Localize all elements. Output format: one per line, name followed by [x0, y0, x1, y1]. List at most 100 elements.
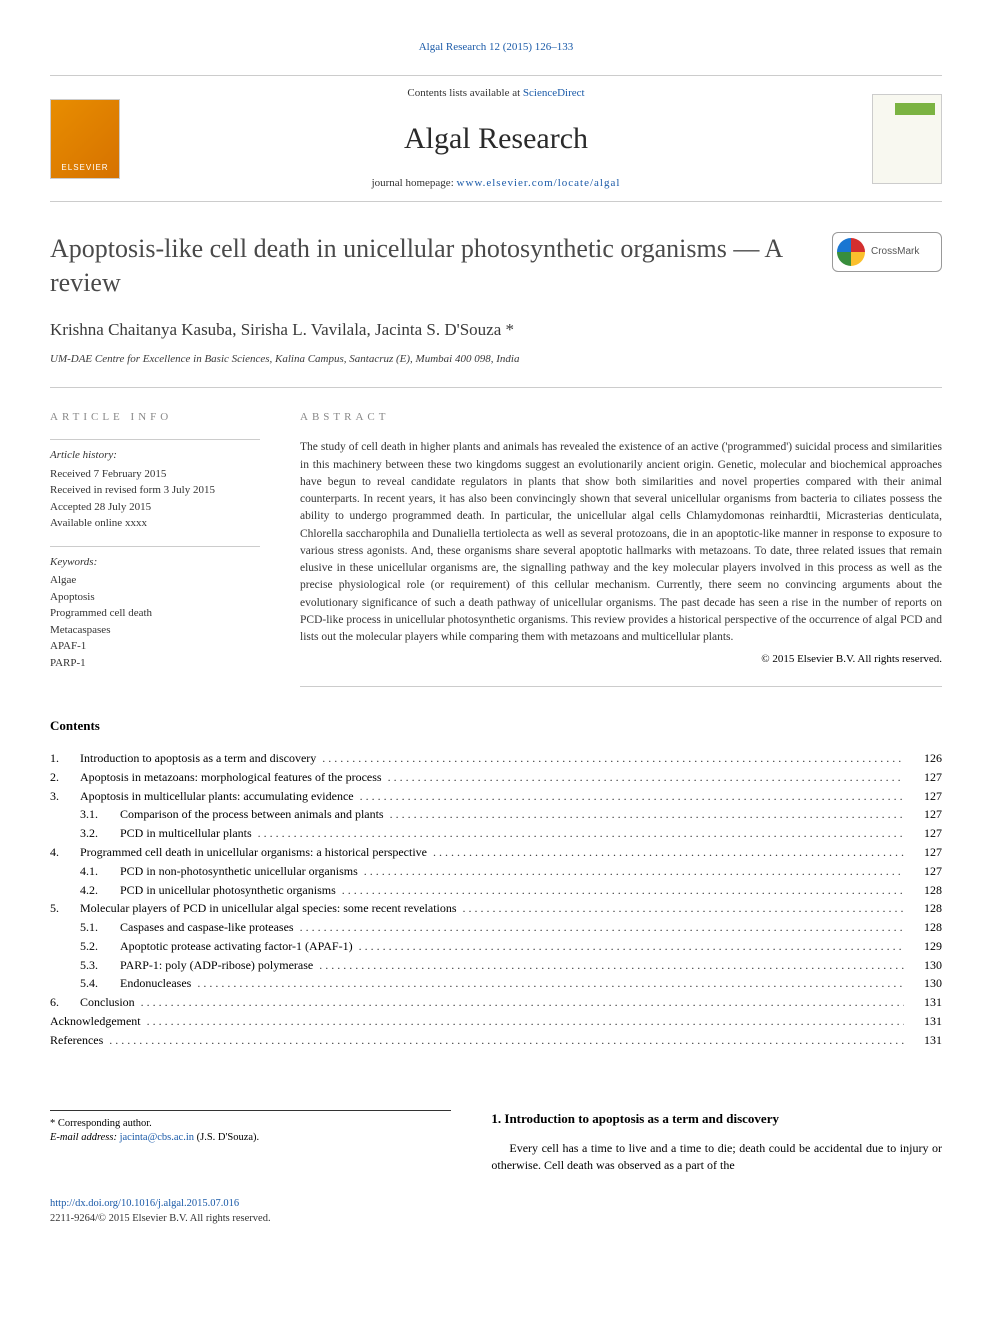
toc-page: 127 [904, 768, 942, 787]
abstract-text: The study of cell death in higher plants… [300, 439, 942, 646]
email-prefix: E-mail address: [50, 1132, 120, 1143]
toc-number: 6. [50, 993, 80, 1012]
homepage-line: journal homepage: www.elsevier.com/locat… [140, 176, 852, 191]
article-title: Apoptosis-like cell death in unicellular… [50, 232, 812, 300]
toc-title: Conclusion [80, 993, 904, 1012]
toc-subnumber: 5.1. [80, 918, 120, 937]
abstract-label: abstract [300, 410, 942, 425]
toc-subnumber: 3.1. [80, 805, 120, 824]
toc-number: 5. [50, 899, 80, 918]
toc-row: 6.Conclusion 131 [50, 993, 942, 1012]
toc-number: 1. [50, 749, 80, 768]
toc-title: Apoptotic protease activating factor-1 (… [120, 937, 904, 956]
citation-header: Algal Research 12 (2015) 126–133 [50, 40, 942, 55]
homepage-link[interactable]: www.elsevier.com/locate/algal [457, 177, 621, 189]
journal-cover-thumbnail [872, 94, 942, 184]
toc-number [50, 862, 80, 881]
keywords-heading: Keywords: [50, 554, 260, 571]
toc-table: 1.Introduction to apoptosis as a term an… [50, 749, 942, 1050]
article-meta: article info Article history: Received 7… [50, 387, 942, 687]
elsevier-logo: ELSEVIER [50, 99, 120, 179]
author-email-link[interactable]: jacinta@cbs.ac.in [120, 1132, 194, 1143]
toc-title: References [50, 1031, 904, 1050]
toc-number [50, 805, 80, 824]
section-1-heading: 1. Introduction to apoptosis as a term a… [491, 1110, 942, 1128]
corresponding-marker: * Corresponding author. [50, 1117, 451, 1132]
toc-number [50, 956, 80, 975]
crossmark-badge[interactable]: CrossMark [832, 232, 942, 272]
toc-number: 4. [50, 843, 80, 862]
crossmark-label: CrossMark [871, 245, 919, 259]
keyword: APAF-1 [50, 638, 260, 655]
toc-row: 1.Introduction to apoptosis as a term an… [50, 749, 942, 768]
toc-subnumber: 5.3. [80, 956, 120, 975]
title-row: Apoptosis-like cell death in unicellular… [50, 232, 942, 318]
toc-title: PCD in non-photosynthetic unicellular or… [120, 862, 904, 881]
revised-date: Received in revised form 3 July 2015 [50, 482, 260, 499]
contents-heading: Contents [50, 717, 942, 735]
toc-page: 127 [904, 824, 942, 843]
toc-subnumber: 4.2. [80, 881, 120, 900]
toc-title: Programmed cell death in unicellular org… [80, 843, 904, 862]
toc-number [50, 974, 80, 993]
toc-row: 4.1.PCD in non-photosynthetic unicellula… [50, 862, 942, 881]
toc-page: 128 [904, 899, 942, 918]
toc-page: 127 [904, 805, 942, 824]
intro-text: Every cell has a time to live and a time… [491, 1140, 942, 1174]
abstract-column: abstract The study of cell death in high… [300, 410, 942, 687]
toc-row: 5.2.Apoptotic protease activating factor… [50, 937, 942, 956]
intro-section: 1. Introduction to apoptosis as a term a… [491, 1110, 942, 1174]
toc-title: PCD in unicellular photosynthetic organi… [120, 881, 904, 900]
toc-subnumber: 5.4. [80, 974, 120, 993]
toc-subnumber: 5.2. [80, 937, 120, 956]
keyword: Programmed cell death [50, 605, 260, 622]
keyword: Algae [50, 572, 260, 589]
keyword: Apoptosis [50, 589, 260, 606]
toc-title: Apoptosis in metazoans: morphological fe… [80, 768, 904, 787]
toc-title: Molecular players of PCD in unicellular … [80, 899, 904, 918]
toc-number [50, 937, 80, 956]
affiliation: UM-DAE Centre for Excellence in Basic Sc… [50, 352, 942, 367]
doi-link[interactable]: http://dx.doi.org/10.1016/j.algal.2015.0… [50, 1198, 239, 1209]
toc-number: 2. [50, 768, 80, 787]
email-suffix: (J.S. D'Souza). [194, 1132, 259, 1143]
toc-page: 128 [904, 881, 942, 900]
toc-title: Acknowledgement [50, 1012, 904, 1031]
footer-links: http://dx.doi.org/10.1016/j.algal.2015.0… [50, 1197, 942, 1226]
toc-title: PCD in multicellular plants [120, 824, 904, 843]
toc-title: Apoptosis in multicellular plants: accum… [80, 787, 904, 806]
toc-page: 127 [904, 787, 942, 806]
header-center: Contents lists available at ScienceDirec… [120, 86, 872, 191]
crossmark-icon [837, 238, 865, 266]
online-date: Available online xxxx [50, 515, 260, 532]
contents-section: Contents 1.Introduction to apoptosis as … [50, 717, 942, 1050]
toc-page: 127 [904, 862, 942, 881]
toc-row: 4.Programmed cell death in unicellular o… [50, 843, 942, 862]
toc-row: 5.1.Caspases and caspase-like proteases … [50, 918, 942, 937]
toc-subnumber: 3.2. [80, 824, 120, 843]
toc-title: PARP-1: poly (ADP-ribose) polymerase [120, 956, 904, 975]
article-info-label: article info [50, 410, 260, 425]
toc-page: 128 [904, 918, 942, 937]
authors: Krishna Chaitanya Kasuba, Sirisha L. Vav… [50, 318, 942, 342]
toc-page: 129 [904, 937, 942, 956]
issn-copyright: 2211-9264/© 2015 Elsevier B.V. All right… [50, 1212, 942, 1227]
toc-page: 131 [904, 1031, 942, 1050]
journal-header: ELSEVIER Contents lists available at Sci… [50, 75, 942, 202]
toc-row: 5.Molecular players of PCD in unicellula… [50, 899, 942, 918]
toc-row: 5.3.PARP-1: poly (ADP-ribose) polymerase… [50, 956, 942, 975]
toc-page: 131 [904, 993, 942, 1012]
toc-number [50, 824, 80, 843]
toc-number [50, 881, 80, 900]
sciencedirect-link[interactable]: ScienceDirect [523, 87, 585, 99]
keyword: Metacaspases [50, 622, 260, 639]
toc-title: Comparison of the process between animal… [120, 805, 904, 824]
bottom-section: * Corresponding author. E-mail address: … [50, 1110, 942, 1174]
homepage-prefix: journal homepage: [372, 177, 457, 189]
toc-title: Introduction to apoptosis as a term and … [80, 749, 904, 768]
toc-page: 127 [904, 843, 942, 862]
toc-page: 130 [904, 956, 942, 975]
toc-row: References 131 [50, 1031, 942, 1050]
toc-title: Endonucleases [120, 974, 904, 993]
toc-subnumber: 4.1. [80, 862, 120, 881]
